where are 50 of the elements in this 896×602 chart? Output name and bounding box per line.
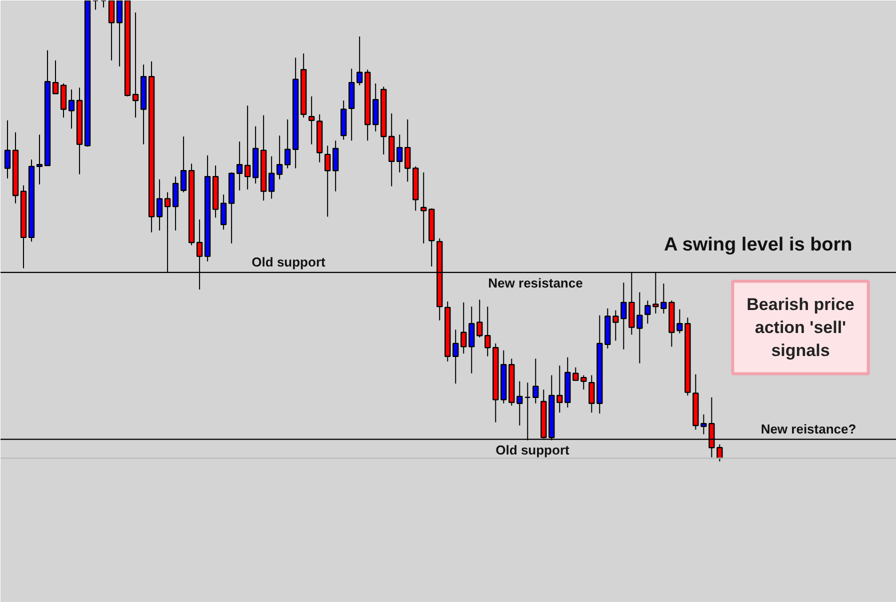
annotation: Old support (496, 442, 570, 458)
candlestick (332, 140, 339, 192)
candlestick (244, 105, 251, 190)
candlestick (236, 141, 243, 191)
candlestick (700, 414, 707, 435)
annotation: New resistance (488, 275, 583, 290)
candlestick (588, 374, 595, 414)
ref-line-label: New reistance? (760, 421, 856, 436)
candlestick (92, 0, 99, 10)
candlestick (180, 136, 187, 193)
candlestick (452, 329, 459, 384)
candlestick (612, 310, 619, 342)
candlestick (220, 194, 227, 230)
candlestick (100, 0, 107, 8)
candlestick (60, 82, 67, 118)
candlestick (116, 0, 123, 67)
candlestick (476, 299, 483, 338)
candlestick (36, 134, 43, 185)
candlestick (108, 0, 115, 61)
candlestick (268, 156, 275, 200)
annotation: A swing level is born (664, 234, 852, 256)
candlestick (460, 302, 467, 354)
ref-line-label: Old support (252, 254, 326, 270)
candlestick (284, 118, 291, 169)
candlestick (132, 12, 139, 118)
candlestick (4, 120, 11, 179)
candlestick (356, 36, 363, 86)
candlestick (572, 366, 579, 381)
candlestick (580, 374, 587, 390)
candlestick (276, 135, 283, 180)
candlestick (676, 308, 683, 334)
candlestick (556, 365, 563, 414)
candlestick (396, 134, 403, 173)
candlestick (468, 306, 475, 374)
candlestick (516, 380, 523, 426)
candlestick (660, 283, 667, 314)
candlestick (68, 88, 75, 130)
candlestick (52, 60, 59, 94)
candlestick (156, 178, 163, 232)
text: Bearish price action 'sell' signals (746, 295, 854, 360)
candlestick (420, 172, 427, 244)
candlestick (172, 176, 179, 232)
candlestick (620, 282, 627, 350)
candlestick (484, 306, 491, 357)
candlestick (324, 145, 331, 218)
candlestick (308, 96, 315, 145)
candlestick (644, 300, 651, 324)
candlestick (532, 358, 539, 404)
candlestick (636, 292, 643, 364)
candlestick (404, 118, 411, 182)
